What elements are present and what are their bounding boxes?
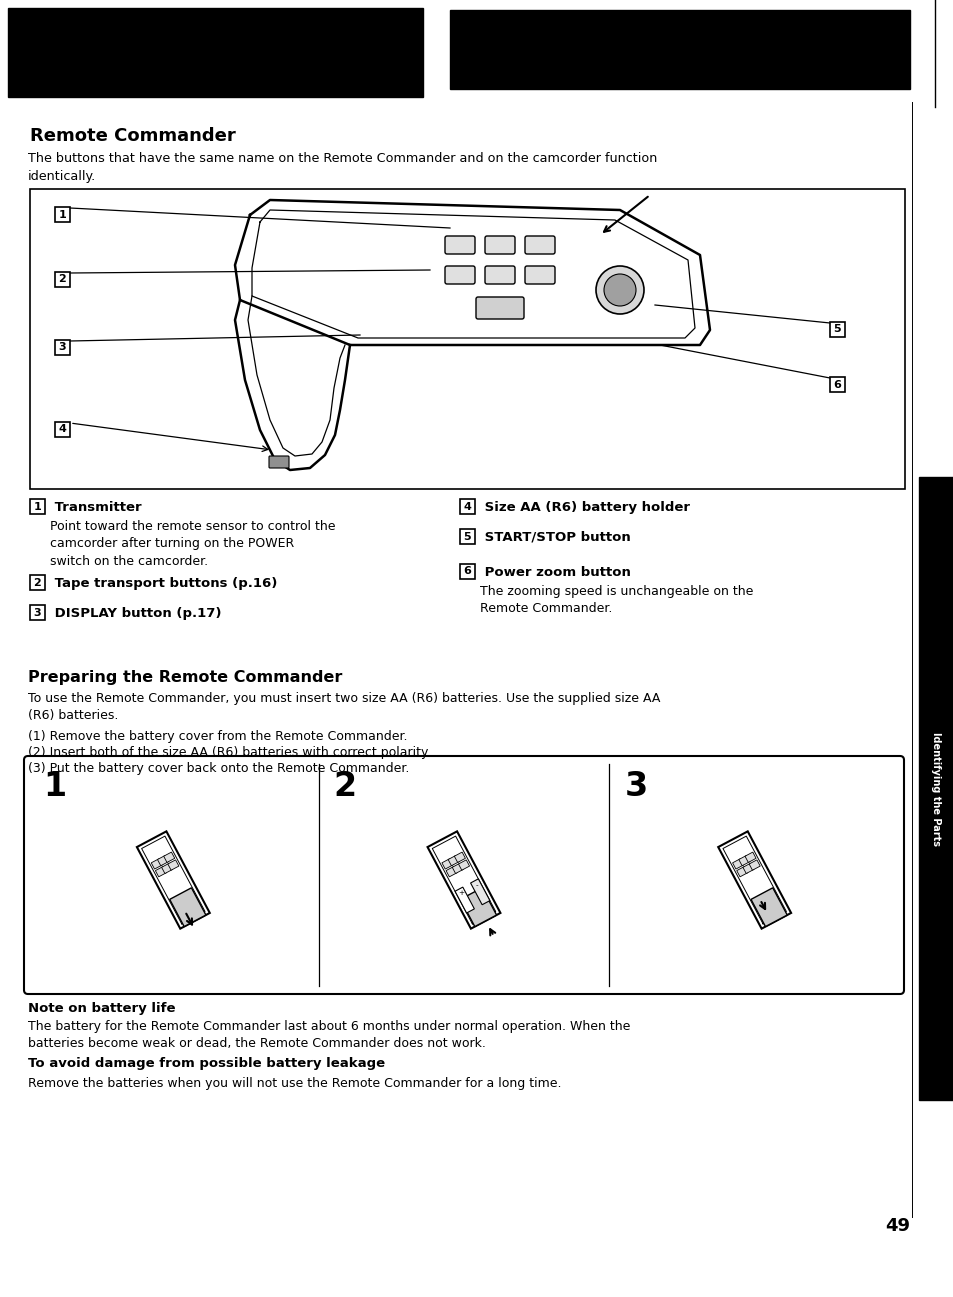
Polygon shape xyxy=(234,200,709,345)
Bar xyxy=(459,499,475,514)
Polygon shape xyxy=(458,860,469,870)
Text: Transmitter: Transmitter xyxy=(50,501,141,514)
Bar xyxy=(459,564,475,578)
Polygon shape xyxy=(234,300,350,470)
Polygon shape xyxy=(446,866,456,877)
Bar xyxy=(829,377,844,392)
FancyBboxPatch shape xyxy=(484,236,515,254)
Polygon shape xyxy=(454,852,465,863)
Polygon shape xyxy=(460,888,497,926)
Text: (3) Put the battery cover back onto the Remote Commander.: (3) Put the battery cover back onto the … xyxy=(28,763,409,776)
Bar xyxy=(30,575,45,590)
Polygon shape xyxy=(441,859,453,869)
Polygon shape xyxy=(732,859,743,869)
Text: 3: 3 xyxy=(59,342,67,353)
Text: 4: 4 xyxy=(463,502,471,511)
Text: Note on battery life: Note on battery life xyxy=(28,1003,175,1016)
Text: (2) Insert both of the size AA (R6) batteries with correct polarity.: (2) Insert both of the size AA (R6) batt… xyxy=(28,746,430,759)
Text: 4: 4 xyxy=(58,424,67,434)
Text: START/STOP button: START/STOP button xyxy=(479,530,630,543)
Bar xyxy=(450,10,909,89)
Text: Remote Commander: Remote Commander xyxy=(30,127,235,145)
Text: 3: 3 xyxy=(33,607,41,617)
Text: Point toward the remote sensor to control the
camcorder after turning on the POW: Point toward the remote sensor to contro… xyxy=(50,520,335,568)
Polygon shape xyxy=(455,887,474,913)
Polygon shape xyxy=(718,831,790,929)
Polygon shape xyxy=(750,888,786,926)
Polygon shape xyxy=(748,860,760,870)
Text: 2: 2 xyxy=(334,770,356,803)
Bar xyxy=(55,208,70,222)
Text: To use the Remote Commander, you must insert two size AA (R6) batteries. Use the: To use the Remote Commander, you must in… xyxy=(28,693,659,722)
Text: 49: 49 xyxy=(884,1217,909,1235)
Bar xyxy=(55,272,70,287)
Text: The zooming speed is unchangeable on the
Remote Commander.: The zooming speed is unchangeable on the… xyxy=(479,585,753,616)
FancyBboxPatch shape xyxy=(524,266,555,284)
Text: +: + xyxy=(457,890,463,896)
Bar xyxy=(829,322,844,337)
Text: 2: 2 xyxy=(33,577,41,588)
Polygon shape xyxy=(161,864,172,873)
Bar xyxy=(55,340,70,355)
Text: 6: 6 xyxy=(833,380,841,389)
Text: 3: 3 xyxy=(623,770,647,803)
Bar xyxy=(30,189,904,489)
Text: 2: 2 xyxy=(58,275,67,284)
Text: Remove the batteries when you will not use the Remote Commander for a long time.: Remove the batteries when you will not u… xyxy=(28,1077,561,1089)
Polygon shape xyxy=(448,856,458,866)
FancyBboxPatch shape xyxy=(24,756,903,994)
Text: 1: 1 xyxy=(58,210,67,219)
Polygon shape xyxy=(170,888,206,926)
Bar xyxy=(30,499,45,514)
Text: 1: 1 xyxy=(33,502,41,511)
Text: Power zoom button: Power zoom button xyxy=(479,565,630,578)
Polygon shape xyxy=(152,859,162,869)
Polygon shape xyxy=(452,864,463,873)
Bar xyxy=(55,422,70,437)
Text: 1: 1 xyxy=(43,770,66,803)
FancyBboxPatch shape xyxy=(524,236,555,254)
Polygon shape xyxy=(738,856,749,866)
Text: (1) Remove the battery cover from the Remote Commander.: (1) Remove the battery cover from the Re… xyxy=(28,730,407,743)
FancyBboxPatch shape xyxy=(444,236,475,254)
Circle shape xyxy=(603,274,636,306)
Bar xyxy=(459,529,475,543)
Bar xyxy=(8,8,422,97)
Circle shape xyxy=(596,266,643,314)
Polygon shape xyxy=(742,864,753,873)
Text: Preparing the Remote Commander: Preparing the Remote Commander xyxy=(28,671,342,685)
Bar xyxy=(30,604,45,620)
Polygon shape xyxy=(168,860,179,870)
FancyBboxPatch shape xyxy=(269,457,289,468)
Text: The battery for the Remote Commander last about 6 months under normal operation.: The battery for the Remote Commander las… xyxy=(28,1019,630,1051)
Text: 6: 6 xyxy=(463,567,471,576)
Polygon shape xyxy=(427,831,500,929)
Text: 5: 5 xyxy=(833,324,841,335)
FancyBboxPatch shape xyxy=(444,266,475,284)
FancyBboxPatch shape xyxy=(476,297,523,319)
Bar xyxy=(918,477,953,1100)
Polygon shape xyxy=(155,866,166,877)
FancyBboxPatch shape xyxy=(484,266,515,284)
Text: 5: 5 xyxy=(463,532,471,542)
Text: Identifying the Parts: Identifying the Parts xyxy=(930,732,940,846)
Polygon shape xyxy=(744,852,756,863)
Polygon shape xyxy=(736,866,747,877)
Text: -: - xyxy=(475,882,477,888)
Text: To avoid damage from possible battery leakage: To avoid damage from possible battery le… xyxy=(28,1057,385,1070)
Text: Size AA (R6) battery holder: Size AA (R6) battery holder xyxy=(479,501,689,514)
Text: DISPLAY button (p.17): DISPLAY button (p.17) xyxy=(50,607,221,620)
Polygon shape xyxy=(136,831,210,929)
Text: Tape transport buttons (p.16): Tape transport buttons (p.16) xyxy=(50,577,277,590)
Text: The buttons that have the same name on the Remote Commander and on the camcorder: The buttons that have the same name on t… xyxy=(28,152,657,183)
Polygon shape xyxy=(164,852,174,863)
Polygon shape xyxy=(470,879,490,905)
Polygon shape xyxy=(157,856,169,866)
